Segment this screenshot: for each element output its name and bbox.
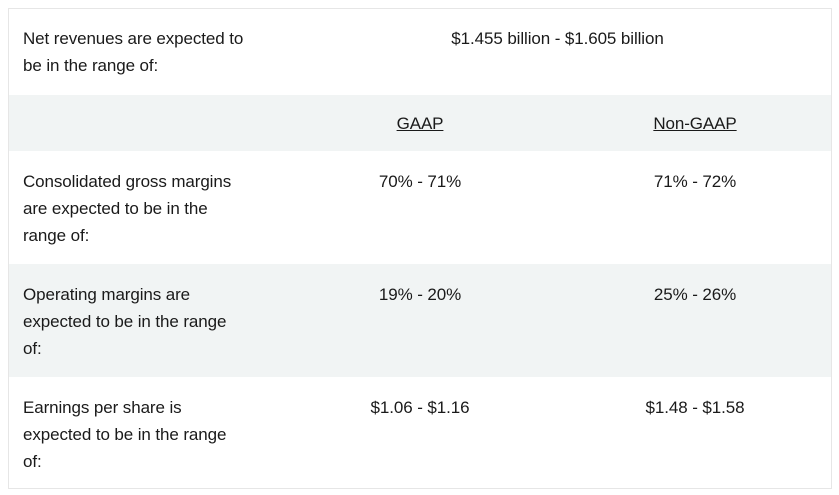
row-label-line: expected to be in the range — [23, 425, 227, 444]
non-gaap-value: $1.48 - $1.58 — [645, 398, 745, 417]
row-label: Net revenues are expected to be in the r… — [23, 25, 273, 79]
table-row-gross-margins: Consolidated gross margins are expected … — [9, 151, 831, 264]
row-label-line: Consolidated gross margins — [23, 172, 232, 191]
guidance-table: Net revenues are expected to be in the r… — [8, 8, 832, 489]
row-label-line: range of: — [23, 226, 90, 245]
row-label-line: Operating margins are — [23, 285, 191, 304]
row-label-line: be in the range of: — [23, 56, 159, 75]
row-label: Earnings per share is expected to be in … — [23, 394, 273, 475]
row-label-line: are expected to be in the — [23, 199, 208, 218]
gaap-value: $1.06 - $1.16 — [370, 398, 470, 417]
non-gaap-value: 71% - 72% — [653, 172, 737, 191]
row-label-line: of: — [23, 339, 42, 358]
table-header-row: GAAP Non-GAAP — [9, 95, 831, 151]
gaap-value: 19% - 20% — [378, 285, 462, 304]
row-label-line: Earnings per share is — [23, 398, 182, 417]
row-label: Consolidated gross margins are expected … — [23, 168, 273, 249]
table-row-net-revenues: Net revenues are expected to be in the r… — [9, 9, 831, 95]
gaap-value: 70% - 71% — [378, 172, 462, 191]
row-label-line: of: — [23, 452, 42, 471]
row-label-line: Net revenues are expected to — [23, 29, 244, 48]
column-header-gaap: GAAP — [396, 114, 444, 133]
net-revenues-value: $1.455 billion - $1.605 billion — [451, 29, 664, 48]
non-gaap-value: 25% - 26% — [653, 285, 737, 304]
table-row-earnings-per-share: Earnings per share is expected to be in … — [9, 377, 831, 489]
table-row-operating-margins: Operating margins are expected to be in … — [9, 264, 831, 377]
row-label: Operating margins are expected to be in … — [23, 281, 273, 362]
column-header-non-gaap: Non-GAAP — [653, 114, 737, 133]
row-label-line: expected to be in the range — [23, 312, 227, 331]
